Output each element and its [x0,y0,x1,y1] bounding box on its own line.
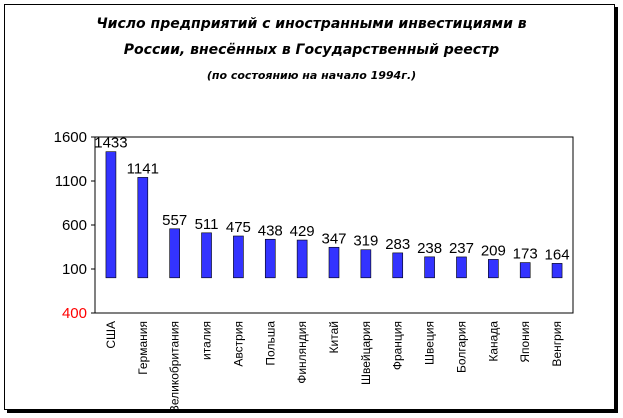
bar-6 [264,238,276,279]
bar-10 [392,252,404,279]
category-label: Швеция [423,321,437,365]
category-label: Великобритания [168,321,182,413]
data-label: 475 [226,219,251,236]
data-label: 209 [481,242,506,259]
bar-5 [233,235,244,279]
data-label: 511 [195,216,219,233]
category-labels-group: США Германия Великобритания италия Австрия По… [104,321,564,413]
category-label: Канада [486,321,500,362]
data-label: 557 [162,212,187,229]
data-label: 164 [545,246,570,263]
category-label: Китай [327,321,341,353]
category-label: Германия [136,321,150,375]
bar-3 [169,228,180,279]
chart-title-line-2: России, внесённых в Государственный реес… [123,42,500,58]
bar-8 [328,246,340,279]
chart-subtitle: (по состоянию на начало 1994г.) [206,69,417,82]
category-label: США [104,321,118,349]
y-tick-label: 400 [62,305,87,322]
data-label: 237 [449,240,474,257]
data-label: 438 [258,222,283,239]
bars-group [105,151,563,279]
bar-1 [105,151,117,279]
category-label: Болгария [454,321,468,373]
bar-13 [488,259,499,279]
y-tick-label: 100 [62,261,87,278]
bar-15 [551,263,563,279]
data-label: 1433 [94,135,127,152]
bar-9 [360,249,372,279]
data-label: 283 [385,236,410,253]
category-label: Польша [263,321,277,366]
data-label: 1141 [127,160,159,177]
bar-7 [296,239,308,279]
bar-12 [456,256,467,279]
bar-2 [137,177,149,279]
data-label: 319 [353,233,378,250]
category-label: Венгрия [550,321,564,367]
data-label: 238 [417,240,442,257]
bar-11 [424,256,435,279]
category-label: Австрия [231,321,245,367]
data-label: 429 [290,223,315,240]
category-label: Финляндия [295,321,309,384]
data-label: 173 [513,246,538,263]
bar-14 [519,262,531,279]
y-tick-label: 1100 [55,173,87,190]
data-label: 347 [321,230,346,247]
chart-title-line-1: Число предприятий с иностранными инвести… [96,16,527,32]
y-axis: 1600 1100 600 100 400 [54,129,95,322]
y-tick-label: 1600 [54,129,87,146]
category-label: Япония [518,321,532,363]
y-tick-label: 600 [62,217,87,234]
category-label: Швейцария [359,321,373,385]
category-label: Франция [391,321,405,370]
category-label: италия [200,321,214,360]
bar-4 [201,232,212,279]
